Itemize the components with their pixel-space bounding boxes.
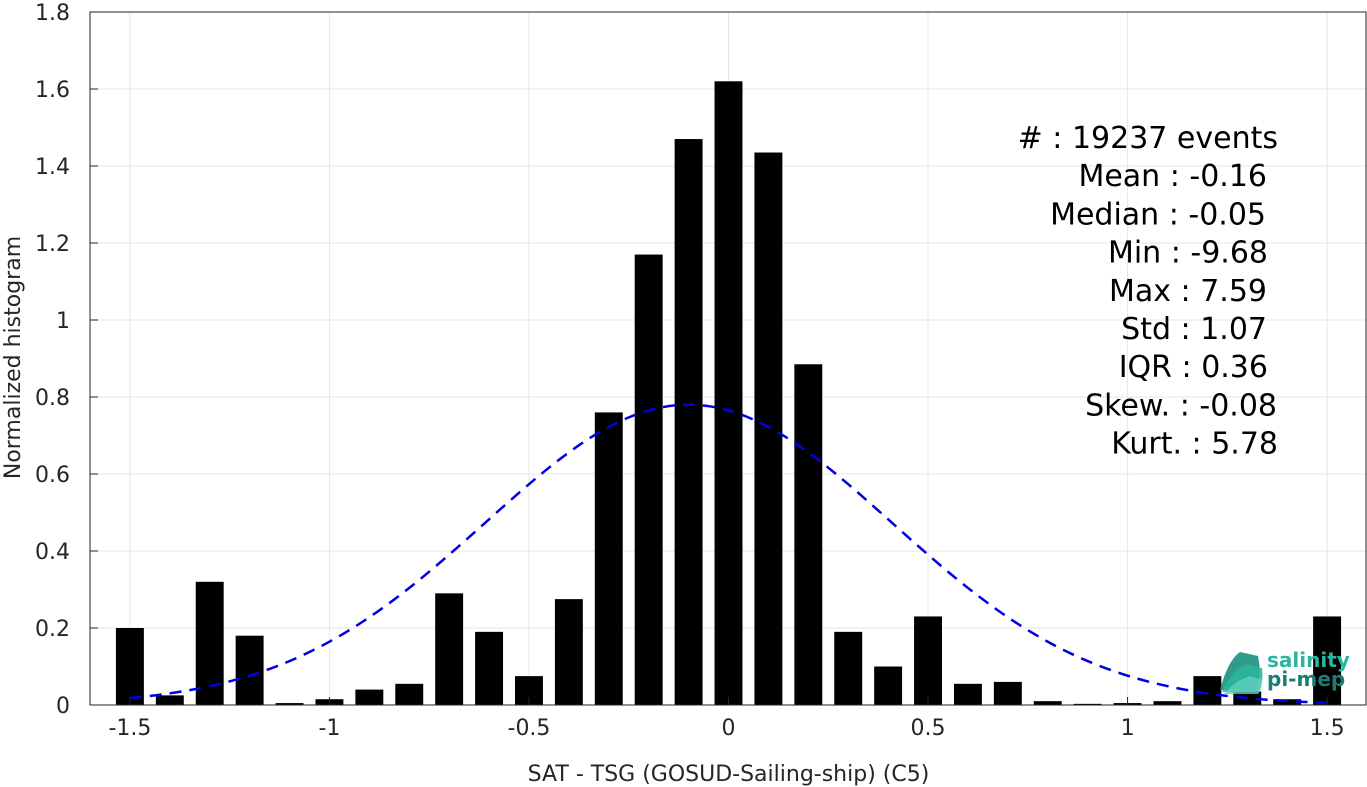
stats-line: Min : -9.68	[1108, 236, 1268, 271]
x-tick-label: 1.5	[1310, 716, 1345, 741]
histogram-bar	[1153, 701, 1182, 705]
histogram-bar	[235, 635, 264, 705]
stats-line: Max : 7.59	[1109, 274, 1267, 309]
x-axis-title: SAT - TSG (GOSUD-Sailing-ship) (C5)	[528, 762, 930, 787]
stats-line: IQR : 0.36	[1119, 350, 1268, 385]
histogram-bar	[435, 593, 464, 705]
histogram-bar	[834, 631, 863, 705]
histogram-bar	[953, 683, 982, 705]
histogram-bars	[115, 81, 1342, 706]
wave-logo-icon	[1220, 652, 1263, 694]
histogram-bar	[115, 628, 144, 705]
salinity-pimep-logo: salinity pi-mep	[1220, 648, 1350, 694]
gaussian-fit-curve	[129, 403, 1328, 705]
y-tick-label: 0.4	[35, 540, 70, 565]
histogram-bar	[475, 631, 504, 705]
histogram-bar	[754, 152, 783, 705]
histogram-bar	[993, 681, 1022, 705]
y-tick-label: 1	[56, 309, 70, 334]
y-axis-ticks: 0 0.2 0.4 0.6 0.8 1 1.2 1.4 1.6 1.8	[35, 1, 98, 719]
histogram-bar	[874, 666, 903, 705]
histogram-bar	[275, 703, 304, 705]
x-tick-label: -0.5	[508, 716, 551, 741]
x-tick-label: -1.5	[108, 716, 151, 741]
stats-line: Mean : -0.16	[1078, 159, 1267, 194]
histogram-bar	[155, 695, 184, 705]
histogram-bar	[554, 599, 583, 705]
histogram-bar	[674, 139, 703, 706]
y-tick-label: 0.2	[35, 617, 70, 642]
x-tick-label: -1	[318, 716, 340, 741]
histogram-bar	[355, 689, 384, 705]
histogram-bar	[1193, 676, 1222, 705]
y-tick-label: 1.6	[35, 78, 70, 103]
histogram-bar	[594, 412, 623, 705]
y-tick-label: 1.2	[35, 232, 70, 257]
histogram-bar	[395, 683, 424, 705]
histogram-bar	[1313, 616, 1342, 705]
x-tick-label: 0.5	[911, 716, 946, 741]
stats-line: Kurt. : 5.78	[1111, 427, 1278, 462]
stats-line: Median : -0.05	[1050, 197, 1266, 232]
y-tick-label: 0.6	[35, 463, 70, 488]
histogram-bar	[794, 364, 823, 705]
stats-line: # : 19237 events	[1018, 121, 1278, 156]
logo-text-salinity: salinity	[1267, 648, 1350, 672]
x-tick-label: 1	[1121, 716, 1135, 741]
y-axis-title: Normalized histogram	[1, 236, 26, 479]
histogram-bar	[914, 616, 942, 705]
stats-line: Skew. : -0.08	[1085, 388, 1277, 423]
y-tick-label: 0.8	[35, 386, 70, 411]
y-tick-label: 1.4	[35, 155, 70, 180]
histogram-bar	[714, 81, 743, 706]
histogram-bar	[1033, 701, 1062, 705]
logo-text-pimep: pi-mep	[1267, 667, 1345, 691]
x-tick-label: 0	[722, 716, 736, 741]
y-tick-label: 0	[56, 694, 70, 719]
histogram-bar	[634, 254, 663, 706]
histogram-bar	[1073, 703, 1102, 705]
x-axis-ticks: -1.5 -1 -0.5 0 0.5 1 1.5	[108, 697, 1345, 741]
y-tick-label: 1.8	[35, 1, 70, 26]
stats-line: Std : 1.07	[1121, 312, 1267, 347]
